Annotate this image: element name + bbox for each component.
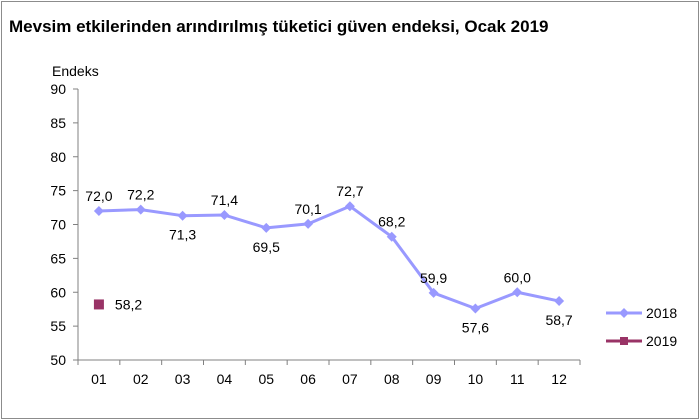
y-tick-label: 70 (50, 217, 66, 233)
data-label-2018: 72,2 (127, 187, 154, 203)
series-2018-line (98, 204, 560, 311)
series-2018-marker (303, 218, 314, 229)
chart-series: 72,0 72,2 71,3 71,4 69,5 70,1 72,7 68,2 59,9 57,6… (85, 183, 573, 335)
data-label-2018: 70,1 (294, 201, 321, 217)
y-tick-label: 85 (50, 115, 66, 131)
legend-marker-2019 (620, 337, 628, 345)
y-tick-label: 80 (50, 149, 66, 165)
legend-marker-2018 (619, 308, 629, 318)
data-label-2018: 68,2 (378, 214, 405, 230)
series-2018-marker (344, 201, 355, 212)
x-tick-label: 08 (384, 371, 400, 387)
y-tick-label: 60 (50, 284, 66, 300)
x-tick-label: 04 (217, 371, 233, 387)
data-label-2019: 58,2 (115, 296, 142, 312)
y-tick-label: 65 (50, 250, 66, 266)
data-label-2018: 71,3 (169, 227, 196, 243)
series-2018-marker (135, 204, 146, 215)
chart-legend: 2018 2019 (606, 305, 677, 349)
y-axis-title: Endeks (52, 63, 99, 79)
data-label-2018: 60,0 (504, 269, 531, 285)
y-tick-label: 90 (50, 81, 66, 97)
data-label-2018: 59,9 (420, 270, 447, 286)
legend-label-2019: 2019 (646, 333, 677, 349)
x-tick-label: 05 (258, 371, 274, 387)
data-label-2018: 57,6 (462, 320, 489, 336)
x-tick-label: 02 (133, 371, 149, 387)
x-tick-label: 07 (342, 371, 358, 387)
chart-title: Mevsim etkilerinden arındırılmış tüketic… (9, 17, 549, 36)
y-tick-label: 55 (50, 318, 66, 334)
data-label-2018: 72,7 (336, 183, 363, 199)
series-2018-marker (219, 210, 230, 221)
series-2018-marker (386, 231, 397, 242)
x-tick-label: 03 (175, 371, 191, 387)
x-tick-label: 06 (300, 371, 316, 387)
series-2018-marker (428, 287, 439, 298)
data-label-2018: 72,0 (85, 188, 112, 204)
series-2018-marker (93, 205, 104, 216)
x-tick-label: 11 (510, 371, 525, 387)
x-tick-label: 09 (426, 371, 442, 387)
x-tick-label: 10 (468, 371, 484, 387)
data-label-2018: 58,7 (545, 312, 572, 328)
chart-axes: Endeks 50 55 60 65 70 75 80 85 90 01 02 03 04 05 06 07 08… (50, 63, 581, 387)
series-2018-marker (261, 222, 272, 233)
x-tick-label: 12 (551, 371, 567, 387)
series-2018-marker (177, 210, 188, 221)
legend-label-2018: 2018 (646, 305, 677, 321)
series-2019-marker (93, 299, 104, 310)
series-2018-marker (470, 303, 481, 314)
series-2018-marker (554, 296, 565, 307)
y-tick-label: 75 (50, 183, 66, 199)
data-label-2018: 71,4 (211, 192, 238, 208)
series-2018-marker (512, 287, 523, 298)
y-tick-label: 50 (50, 352, 66, 368)
data-label-2018: 69,5 (253, 239, 280, 255)
x-tick-label: 01 (91, 371, 107, 387)
